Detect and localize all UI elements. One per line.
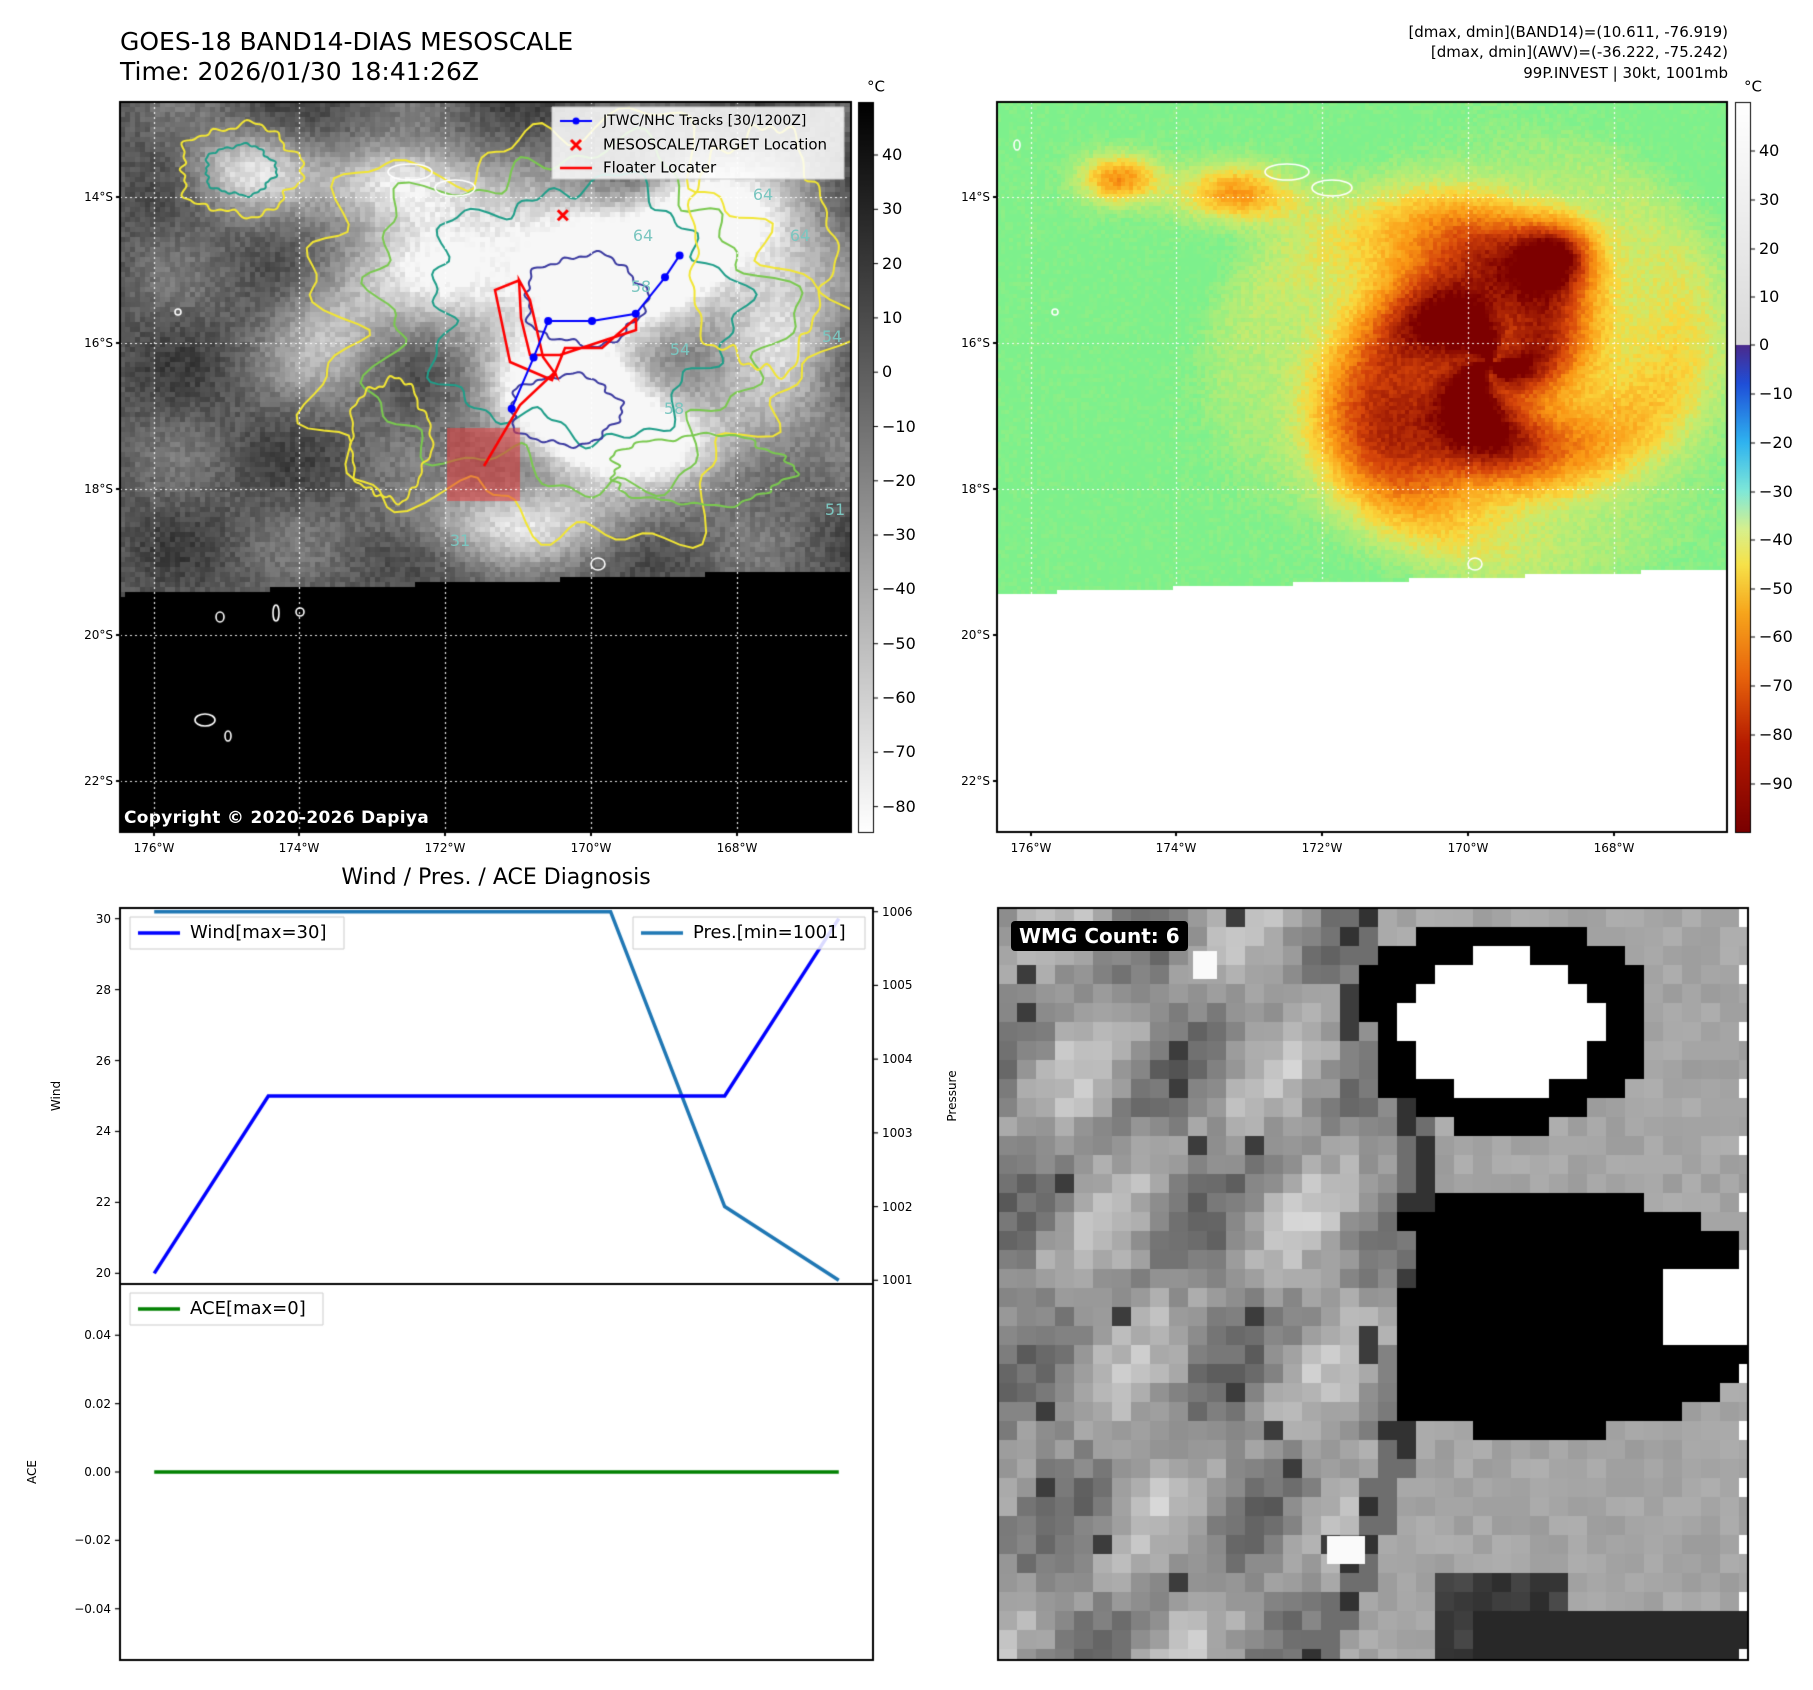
legend-floater: Floater Locater [603, 158, 717, 177]
awv-colorbar-tick: 40 [1759, 141, 1780, 160]
contour-label: 51 [824, 500, 846, 519]
ace-tick: 0.00 [84, 1465, 111, 1479]
awv-colorbar-tick: −10 [1759, 384, 1793, 403]
ace-legend: ACE[max=0] [190, 1298, 306, 1319]
ir-lat-label: 22°S [84, 774, 113, 788]
awv-colorbar-tick: −40 [1759, 530, 1793, 549]
awv-colorbar-tick: −30 [1759, 482, 1793, 501]
awv-lat-label: 14°S [961, 190, 990, 204]
wind-tick: 24 [95, 1124, 111, 1139]
pressure-legend: Pres.[min=1001] [693, 922, 846, 943]
ir-colorbar-tick: 30 [882, 199, 903, 219]
awv-lon-label: 172°W [1301, 841, 1343, 855]
ir-colorbar-tick: −40 [882, 579, 916, 599]
awv-colorbar-tick: 0 [1759, 335, 1770, 354]
wind-tick: 22 [95, 1195, 111, 1210]
awv-colorbar-tick: −80 [1759, 725, 1793, 744]
contour-label: 64 [752, 185, 774, 204]
ir-colorbar-tick: −10 [882, 416, 916, 436]
ir-lat-label: 18°S [84, 482, 113, 496]
awv-colorbar-tick: 30 [1759, 190, 1780, 209]
ace-axis-label: ACE [25, 1460, 39, 1484]
ir-colorbar-tick: −30 [882, 525, 916, 545]
pressure-tick: 1001 [882, 1273, 913, 1288]
awv-lat-label: 18°S [961, 482, 990, 496]
wind-tick: 30 [95, 911, 111, 926]
ir-colorbar-tick: 10 [882, 307, 903, 327]
pressure-tick: 1005 [882, 978, 913, 993]
wind-tick: 28 [95, 982, 111, 997]
ir-colorbar-tick: −80 [882, 796, 916, 816]
awv-colorbar-tick: −50 [1759, 579, 1793, 598]
contour-label: 58 [663, 399, 685, 418]
wind-tick: 26 [95, 1053, 111, 1068]
contour-label: 64 [789, 226, 811, 245]
awv-colorbar-tick: −70 [1759, 676, 1793, 695]
awv-colorbar-tick: −20 [1759, 433, 1793, 452]
wind-legend: Wind[max=30] [190, 922, 327, 943]
figure-title: GOES-18 BAND14-DIAS MESOSCALE [120, 27, 574, 56]
awv-lon-label: 174°W [1155, 841, 1197, 855]
wmg-count-badge: WMG Count: 6 [1011, 921, 1188, 951]
ir-colorbar-tick: −70 [882, 742, 916, 762]
ir-lon-label: 168°W [716, 841, 758, 855]
pressure-tick: 1006 [882, 904, 913, 919]
wind-axis-label: Wind [49, 1080, 63, 1112]
awv-colorbar-tick: −90 [1759, 774, 1793, 793]
awv-colorbar-unit: °C [1744, 77, 1762, 96]
awv-range-info: [dmax, dmin](AWV)=(-36.222, -75.242) [1430, 43, 1728, 61]
figure-time: Time: 2026/01/30 18:41:26Z [120, 57, 479, 86]
ir-colorbar-tick: −20 [882, 470, 916, 490]
pressure-tick: 1002 [882, 1199, 913, 1214]
ir-lon-label: 172°W [424, 841, 466, 855]
wind-tick: 20 [95, 1266, 111, 1281]
ir-lon-label: 174°W [278, 841, 320, 855]
storm-info: 99P.INVEST | 30kt, 1001mb [1523, 64, 1728, 82]
pressure-tick: 1003 [882, 1125, 913, 1140]
ace-tick: −0.02 [74, 1533, 111, 1548]
legend-tracks: JTWC/NHC Tracks [30/1200Z] [603, 113, 807, 129]
awv-lon-label: 176°W [1010, 841, 1052, 855]
contour-label: 64 [632, 226, 654, 245]
ir-lon-label: 170°W [570, 841, 612, 855]
ir-lat-label: 16°S [84, 336, 113, 350]
awv-colorbar-tick: 10 [1759, 287, 1780, 306]
ir-colorbar-tick: −60 [882, 688, 916, 707]
ir-lat-label: 14°S [84, 190, 113, 204]
ir-colorbar-tick: 20 [882, 253, 903, 273]
awv-lon-label: 170°W [1447, 841, 1489, 855]
pressure-axis-label: Pressure [945, 1070, 959, 1122]
awv-lon-label: 168°W [1593, 841, 1635, 855]
pressure-tick: 1004 [882, 1052, 913, 1067]
legend-target: MESOSCALE/TARGET Location [603, 135, 828, 154]
awv-lat-label: 22°S [961, 774, 990, 788]
awv-colorbar-tick: 20 [1759, 239, 1780, 258]
ace-tick: −0.04 [74, 1601, 111, 1616]
awv-lat-label: 16°S [961, 336, 990, 350]
copyright-notice: Copyright © 2020-2026 Dapiya [124, 808, 429, 828]
awv-colorbar-tick: −60 [1759, 627, 1793, 646]
contour-label: 31 [449, 531, 471, 550]
ir-colorbar-tick: 40 [882, 145, 903, 164]
ir-colorbar-tick: 0 [882, 362, 893, 382]
ir-lon-label: 176°W [133, 841, 175, 855]
ace-tick: 0.04 [84, 1328, 111, 1343]
contour-label: 54 [669, 340, 691, 359]
ir-colorbar-tick: −50 [882, 633, 916, 653]
diagnosis-title: Wind / Pres. / ACE Diagnosis [341, 865, 651, 890]
ir-lat-label: 20°S [84, 628, 113, 642]
band14-range-info: [dmax, dmin](BAND14)=(10.611, -76.919) [1408, 23, 1728, 41]
contour-label: 54 [821, 327, 843, 346]
awv-lat-label: 20°S [961, 628, 990, 642]
ace-tick: 0.02 [84, 1396, 111, 1411]
ir-colorbar-unit: °C [867, 77, 885, 96]
contour-label: 58 [630, 277, 652, 296]
